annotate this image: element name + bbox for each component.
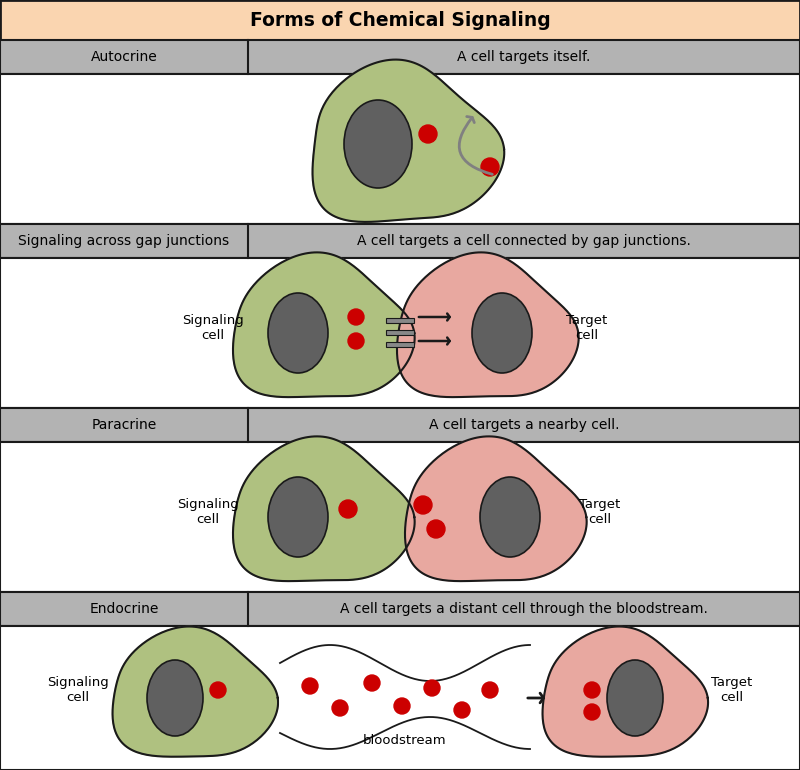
Bar: [0, 258, 800, 408]
Ellipse shape: [147, 660, 203, 736]
Text: Signaling across gap junctions: Signaling across gap junctions: [18, 234, 230, 248]
Polygon shape: [233, 437, 414, 581]
Bar: [0, 626, 800, 770]
Circle shape: [302, 678, 318, 694]
Polygon shape: [280, 645, 530, 749]
Text: A cell targets itself.: A cell targets itself.: [458, 50, 590, 64]
Circle shape: [424, 680, 440, 696]
Ellipse shape: [268, 293, 328, 373]
Text: Signaling
cell: Signaling cell: [47, 676, 109, 704]
Ellipse shape: [344, 100, 412, 188]
Circle shape: [482, 682, 498, 698]
Text: bloodstream: bloodstream: [363, 734, 447, 746]
Polygon shape: [313, 59, 504, 222]
Ellipse shape: [472, 293, 532, 373]
Text: Paracrine: Paracrine: [91, 418, 157, 432]
Circle shape: [364, 675, 380, 691]
Bar: [0, 592, 800, 626]
Text: Signaling
cell: Signaling cell: [177, 498, 239, 526]
Circle shape: [427, 520, 445, 538]
Text: A cell targets a nearby cell.: A cell targets a nearby cell.: [429, 418, 619, 432]
Bar: [0, 408, 800, 442]
Text: A cell targets a distant cell through the bloodstream.: A cell targets a distant cell through th…: [340, 602, 708, 616]
Bar: [386, 318, 414, 323]
Ellipse shape: [607, 660, 663, 736]
Circle shape: [584, 682, 600, 698]
Circle shape: [481, 158, 499, 176]
Text: Signaling
cell: Signaling cell: [182, 314, 244, 342]
Circle shape: [210, 682, 226, 698]
Polygon shape: [542, 627, 708, 757]
Bar: [0, 442, 800, 592]
Text: Autocrine: Autocrine: [90, 50, 158, 64]
Circle shape: [414, 496, 432, 514]
Bar: [0, 40, 800, 74]
Polygon shape: [113, 627, 278, 757]
Circle shape: [419, 125, 437, 143]
Bar: [0, 224, 800, 258]
Polygon shape: [405, 437, 586, 581]
Bar: [386, 342, 414, 347]
Text: Forms of Chemical Signaling: Forms of Chemical Signaling: [250, 11, 550, 29]
Circle shape: [339, 500, 357, 518]
Circle shape: [394, 698, 410, 714]
Circle shape: [332, 700, 348, 716]
Circle shape: [348, 309, 364, 325]
Circle shape: [348, 333, 364, 349]
Circle shape: [584, 704, 600, 720]
Polygon shape: [397, 253, 578, 397]
Text: Target
cell: Target cell: [711, 676, 753, 704]
Text: Endocrine: Endocrine: [90, 602, 158, 616]
Polygon shape: [233, 253, 414, 397]
Bar: [0, 74, 800, 224]
Text: A cell targets a cell connected by gap junctions.: A cell targets a cell connected by gap j…: [357, 234, 691, 248]
Bar: [0, 0, 800, 40]
Ellipse shape: [268, 477, 328, 557]
Circle shape: [454, 702, 470, 718]
Bar: [386, 330, 414, 335]
Ellipse shape: [480, 477, 540, 557]
Text: Target
cell: Target cell: [579, 498, 621, 526]
Text: Target
cell: Target cell: [566, 314, 608, 342]
